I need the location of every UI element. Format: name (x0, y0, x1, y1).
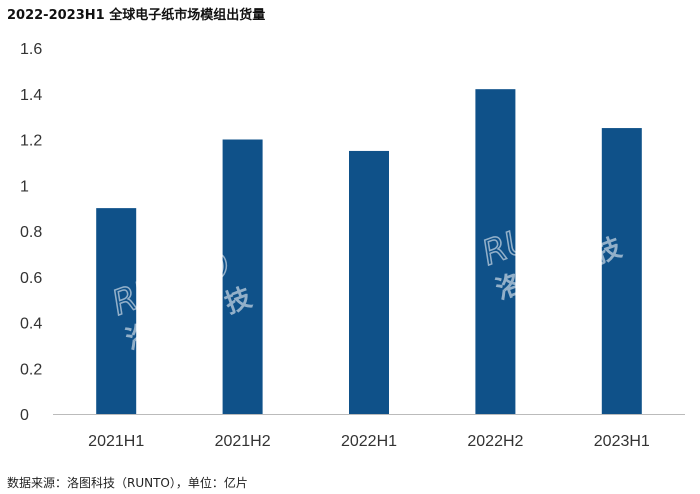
y-tick-label: 0.6 (20, 270, 42, 287)
chart-title: 2022-2023H1 全球电子纸市场模组出货量 (7, 8, 266, 23)
y-tick-label: 0 (20, 407, 29, 424)
x-tick-label: 2022H2 (467, 433, 523, 450)
y-tick-label: 0.4 (20, 316, 42, 333)
y-tick-label: 0.8 (20, 224, 42, 241)
y-tick-label: 1 (20, 178, 29, 195)
x-tick-label: 2021H2 (215, 433, 271, 450)
bar (222, 139, 263, 414)
y-tick-label: 1.2 (20, 133, 42, 150)
y-tick-label: 1.4 (20, 87, 42, 104)
bar (349, 150, 389, 414)
source-note: 数据来源：洛图科技（RUNTO），单位：亿片 (7, 476, 248, 490)
y-tick-label: 0.2 (20, 361, 42, 378)
y-tick-label: 1.6 (20, 41, 42, 58)
x-tick-label: 2023H1 (594, 433, 650, 450)
x-tick-label: 2021H1 (88, 433, 144, 450)
bar (601, 128, 642, 414)
bar (475, 89, 516, 415)
bar (96, 208, 137, 414)
x-tick-label: 2022H1 (341, 433, 397, 450)
